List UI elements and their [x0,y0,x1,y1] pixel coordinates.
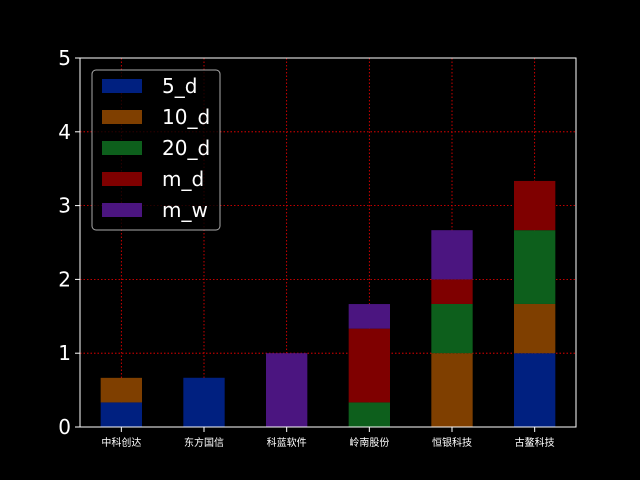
y-tick-label: 4 [58,120,71,144]
bar-20_d [514,230,556,304]
legend-label-5_d: 5_d [162,74,197,98]
x-tick-label: 岭南股份 [349,436,389,449]
x-tick-label: 中科创达 [101,436,141,449]
legend-swatch-m_w [102,203,142,217]
bar-10_d [431,353,473,427]
bar-m_d [348,328,390,403]
bar-5_d [514,353,556,427]
x-axis-ticks: 中科创达 东方国信 科蓝软件 岭南股份 恒银科技 古鳌科技 [101,427,555,449]
bar-20_d [348,402,390,427]
bar-10_d [100,377,142,403]
legend-label-10_d: 10_d [162,105,210,129]
legend-swatch-5_d [102,79,142,93]
y-tick-label: 1 [58,341,71,365]
y-tick-label: 2 [58,267,71,291]
bar-m_w [348,304,390,329]
legend-swatch-10_d [102,110,142,124]
legend-label-20_d: 20_d [162,136,210,160]
y-tick-label: 5 [58,46,71,70]
plot-frame [79,57,577,428]
x-tick-label: 古鳌科技 [515,436,555,449]
x-tick-label: 东方国信 [184,436,224,449]
y-axis-ticks: 0 1 2 3 4 5 [58,46,80,439]
bar-m_d [514,180,556,231]
bar-series-group [100,180,556,427]
legend-swatch-20_d [102,141,142,155]
y-tick-label: 0 [58,415,71,439]
bar-m_w [431,230,473,280]
x-tick-label: 科蓝软件 [267,436,307,449]
legend-swatch-m_d [102,172,142,186]
bar-5_d [183,377,225,427]
bar-m_w [266,353,308,427]
x-tick-label: 恒银科技 [432,436,472,449]
bar-20_d [431,303,473,354]
bar-10_d [514,303,556,354]
y-tick-label: 3 [58,194,71,218]
legend-label-m_w: m_w [162,198,208,222]
legend-label-m_d: m_d [162,167,204,191]
bar-m_d [431,279,473,304]
legend: 5_d 10_d 20_d m_d m_w [91,69,221,231]
bar-5_d [100,402,142,427]
